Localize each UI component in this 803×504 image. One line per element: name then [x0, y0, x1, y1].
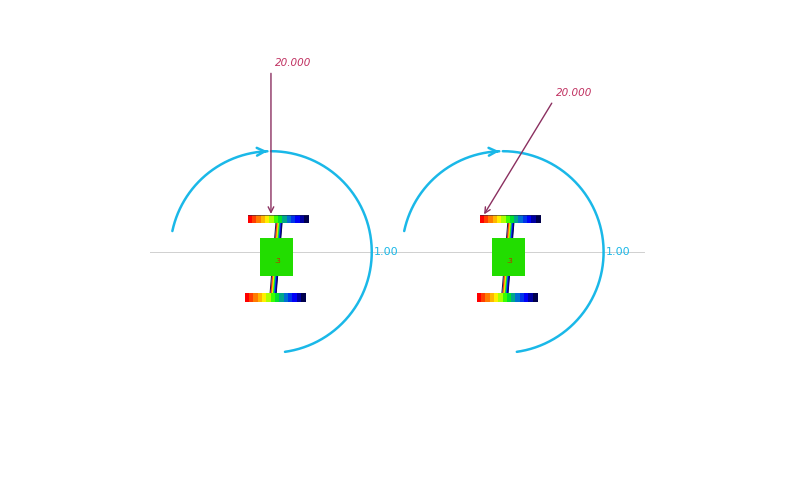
Polygon shape [502, 221, 509, 293]
Polygon shape [300, 293, 305, 302]
Polygon shape [507, 221, 514, 293]
Polygon shape [295, 215, 300, 223]
Polygon shape [292, 293, 297, 302]
Polygon shape [271, 221, 278, 293]
Text: 1.00: 1.00 [374, 247, 398, 257]
Polygon shape [492, 215, 497, 223]
Polygon shape [505, 221, 512, 293]
Polygon shape [274, 221, 280, 293]
Polygon shape [271, 293, 275, 302]
Polygon shape [527, 215, 532, 223]
Polygon shape [502, 293, 507, 302]
Polygon shape [500, 215, 505, 223]
Polygon shape [503, 221, 511, 293]
Polygon shape [272, 221, 279, 293]
Polygon shape [479, 215, 484, 223]
Polygon shape [502, 221, 509, 293]
Polygon shape [269, 215, 274, 223]
Polygon shape [507, 221, 514, 293]
Polygon shape [524, 293, 528, 302]
Polygon shape [504, 221, 512, 293]
Polygon shape [273, 215, 278, 223]
Polygon shape [489, 293, 494, 302]
Polygon shape [269, 221, 276, 293]
Text: .3: .3 [274, 258, 280, 264]
Polygon shape [275, 221, 283, 293]
Polygon shape [505, 215, 510, 223]
Polygon shape [493, 293, 498, 302]
Polygon shape [278, 215, 283, 223]
Polygon shape [266, 293, 271, 302]
Polygon shape [256, 215, 261, 223]
Polygon shape [258, 293, 263, 302]
Polygon shape [476, 293, 481, 302]
Polygon shape [282, 215, 287, 223]
Polygon shape [275, 293, 279, 302]
Polygon shape [480, 293, 485, 302]
Polygon shape [247, 215, 252, 223]
Text: 20.000: 20.000 [275, 58, 311, 68]
Polygon shape [532, 293, 537, 302]
Polygon shape [291, 215, 296, 223]
Polygon shape [275, 221, 282, 293]
Polygon shape [520, 293, 524, 302]
Polygon shape [271, 221, 278, 293]
Text: .3: .3 [505, 258, 512, 264]
Polygon shape [506, 221, 513, 293]
Polygon shape [503, 221, 510, 293]
Bar [259, 238, 293, 276]
Polygon shape [275, 221, 282, 293]
Polygon shape [271, 221, 279, 293]
Polygon shape [511, 293, 516, 302]
Polygon shape [531, 215, 536, 223]
Polygon shape [260, 215, 265, 223]
Polygon shape [509, 215, 514, 223]
Polygon shape [505, 221, 512, 293]
Polygon shape [262, 293, 267, 302]
Polygon shape [501, 221, 507, 293]
Bar [491, 238, 524, 276]
Polygon shape [296, 293, 301, 302]
Polygon shape [274, 221, 281, 293]
Text: 1.00: 1.00 [605, 247, 630, 257]
Polygon shape [273, 221, 279, 293]
Polygon shape [503, 221, 511, 293]
Polygon shape [518, 215, 523, 223]
Polygon shape [265, 215, 270, 223]
Polygon shape [496, 215, 501, 223]
Polygon shape [252, 215, 257, 223]
Polygon shape [275, 221, 281, 293]
Polygon shape [515, 293, 520, 302]
Polygon shape [528, 293, 532, 302]
Polygon shape [287, 215, 291, 223]
Polygon shape [535, 215, 540, 223]
Polygon shape [514, 215, 519, 223]
Text: 20.000: 20.000 [555, 88, 591, 98]
Polygon shape [249, 293, 254, 302]
Polygon shape [483, 215, 488, 223]
Polygon shape [506, 293, 511, 302]
Polygon shape [300, 215, 304, 223]
Polygon shape [253, 293, 258, 302]
Polygon shape [522, 215, 527, 223]
Polygon shape [279, 293, 283, 302]
Polygon shape [272, 221, 279, 293]
Polygon shape [506, 221, 513, 293]
Polygon shape [503, 221, 510, 293]
Polygon shape [498, 293, 503, 302]
Polygon shape [283, 293, 288, 302]
Polygon shape [304, 215, 308, 223]
Polygon shape [287, 293, 292, 302]
Polygon shape [244, 293, 249, 302]
Polygon shape [504, 221, 512, 293]
Polygon shape [487, 215, 492, 223]
Polygon shape [485, 293, 490, 302]
Polygon shape [271, 221, 277, 293]
Polygon shape [273, 221, 280, 293]
